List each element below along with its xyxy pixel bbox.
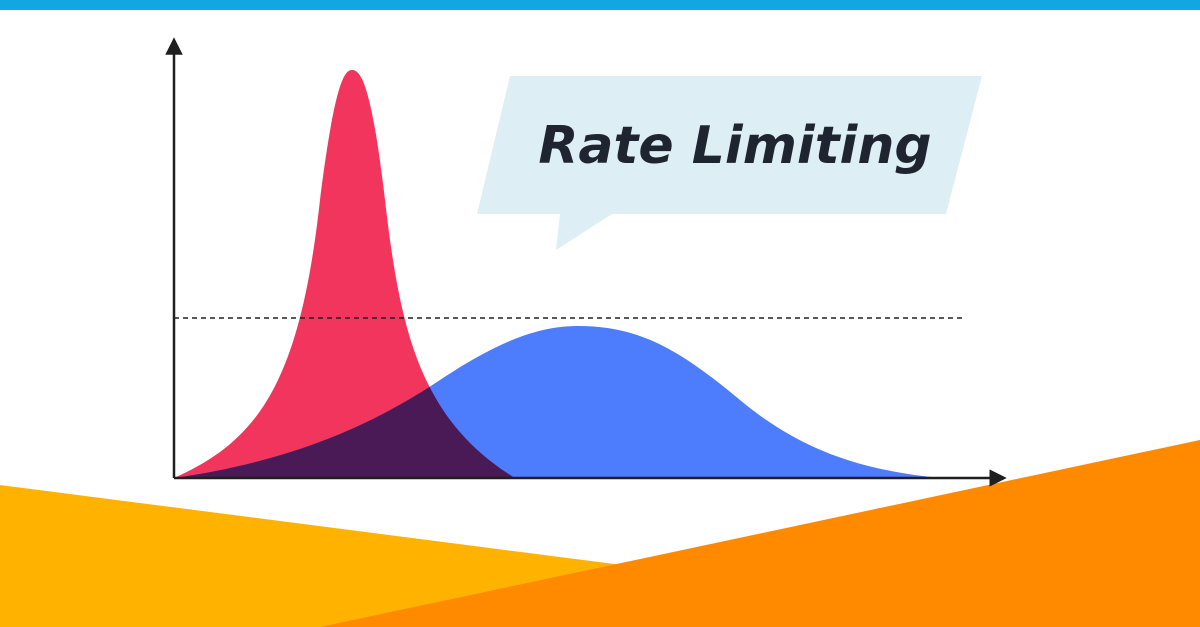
- top-bar: [0, 0, 1200, 10]
- speech-bubble: [477, 76, 982, 250]
- overlap: [174, 326, 515, 478]
- title: Rate Limiting: [538, 116, 931, 176]
- red-curve: [174, 70, 515, 478]
- orange-shape: [320, 440, 1200, 627]
